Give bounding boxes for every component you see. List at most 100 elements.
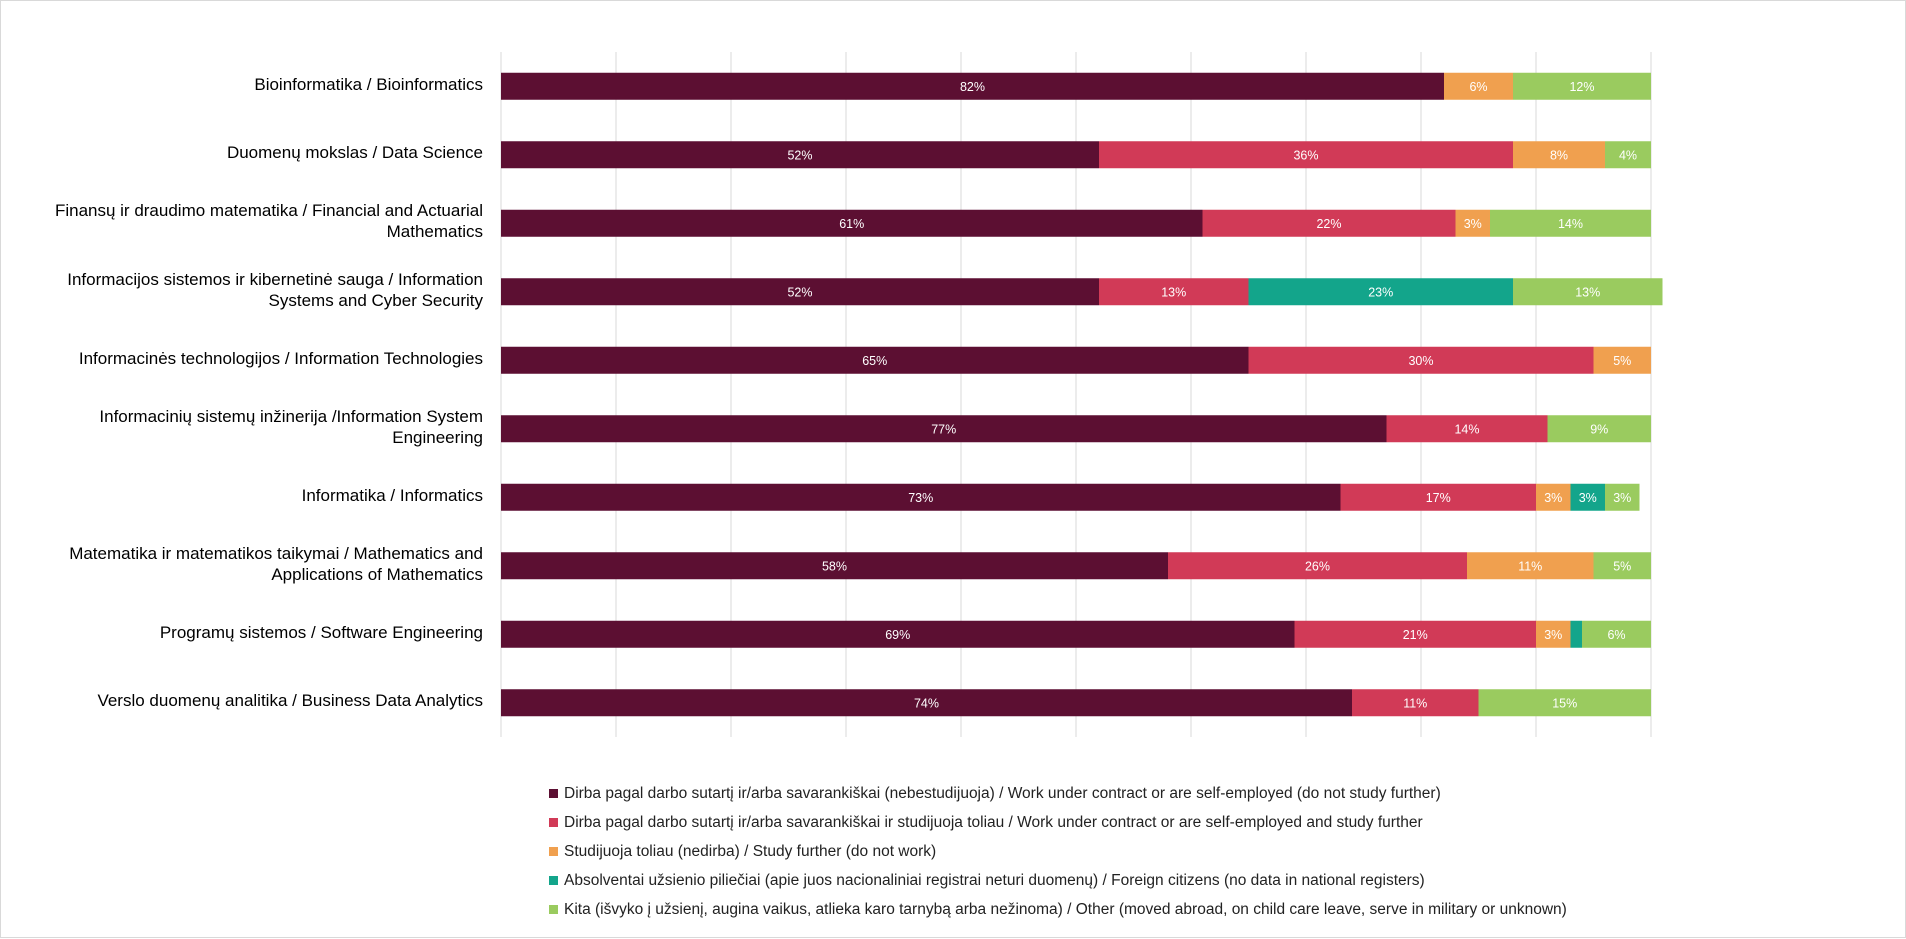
category-label-line: Informatika / Informatics	[301, 485, 483, 505]
bar-segment	[1099, 141, 1513, 169]
chart-legend: Dirba pagal darbo sutartį ir/arba savara…	[549, 779, 1567, 924]
bar-segment	[1352, 689, 1479, 717]
data-label: 13%	[1575, 285, 1600, 299]
data-label: 21%	[1403, 628, 1428, 642]
bar-segment	[501, 278, 1099, 306]
legend-item: Studijuoja toliau (nedirba) / Study furt…	[549, 837, 1567, 866]
data-label: 6%	[1469, 80, 1487, 94]
category-label-line: Systems and Cyber Security	[268, 290, 483, 310]
bar-segment	[1513, 141, 1605, 169]
data-label: 26%	[1305, 559, 1330, 573]
bar-segment	[1467, 552, 1594, 580]
bar-segment	[1570, 483, 1605, 511]
bar-segment	[1294, 620, 1536, 648]
category-label-line: Mathematics	[386, 222, 483, 242]
data-label: 36%	[1293, 148, 1318, 162]
category-label: Duomenų mokslas / Data Science	[13, 142, 483, 163]
bar-segment	[1605, 483, 1640, 511]
bar-segment	[501, 72, 1444, 100]
data-label: 61%	[839, 217, 864, 231]
category-label: Programų sistemos / Software Engineering	[13, 622, 483, 643]
bar-segment	[501, 552, 1168, 580]
bar-segment	[1536, 620, 1571, 648]
bar-row: 82% 6% 12%	[501, 72, 1651, 100]
bar-segment	[1168, 552, 1467, 580]
legend-swatch	[549, 905, 558, 914]
legend-label: Dirba pagal darbo sutartį ir/arba savara…	[564, 813, 1423, 831]
bar-row: 58% 26% 11% 5%	[501, 552, 1651, 580]
category-label-line: Informacinės technologijos / Information…	[78, 348, 483, 368]
bar-segment	[1340, 483, 1536, 511]
bar-row: 77% 14% 9%	[501, 415, 1651, 443]
bar-segment	[1582, 620, 1651, 648]
legend-item: Absolventai užsienio piliečiai (apie juo…	[549, 866, 1567, 895]
bar-row: 65% 30% 5%	[501, 346, 1651, 374]
legend-swatch	[549, 847, 558, 856]
data-label: 17%	[1426, 491, 1451, 505]
legend-label: Kita (išvyko į užsienį, augina vaikus, a…	[564, 900, 1567, 918]
bar-segment	[1513, 278, 1663, 306]
data-label: 8%	[1550, 148, 1568, 162]
bar-segment	[501, 689, 1352, 717]
bar-segment	[1605, 141, 1651, 169]
data-label: 11%	[1403, 696, 1427, 710]
legend-swatch	[549, 876, 558, 885]
category-label: Informacinių sistemų inžinerija /Informa…	[13, 406, 483, 448]
bar-row: 69% 21% 3% 6%	[501, 620, 1651, 648]
category-label-line: Bioinformatika / Bioinformatics	[254, 74, 483, 94]
data-label: 73%	[908, 491, 933, 505]
category-label: Matematika ir matematikos taikymai / Mat…	[13, 543, 483, 585]
bar-segment	[501, 415, 1387, 443]
bar-segment	[1455, 209, 1490, 237]
data-label: 58%	[822, 559, 847, 573]
data-label: 9%	[1590, 422, 1608, 436]
category-label-line: Informacinių sistemų inžinerija /Informa…	[99, 406, 483, 426]
data-label: 5%	[1613, 354, 1631, 368]
category-label: Informacijos sistemos ir kibernetinė sau…	[13, 269, 483, 311]
bar-segment	[1547, 415, 1651, 443]
bar-segment	[1593, 346, 1651, 374]
category-label-line: Duomenų mokslas / Data Science	[226, 143, 483, 163]
bar-segment	[1478, 689, 1651, 717]
category-label-line: Verslo duomenų analitika / Business Data…	[97, 691, 483, 711]
bar-segment	[1444, 72, 1513, 100]
data-label: 3%	[1613, 491, 1631, 505]
bar-segment	[501, 483, 1341, 511]
data-label: 69%	[885, 628, 910, 642]
bar-row: 52% 36% 8% 4%	[501, 141, 1651, 169]
bar-segment	[501, 346, 1249, 374]
bar-segment	[1248, 346, 1594, 374]
bar-segment	[1202, 209, 1456, 237]
bar-row: 73% 17% 3% 3% 3%	[501, 483, 1640, 511]
data-label: 65%	[862, 354, 887, 368]
data-label: 3%	[1579, 491, 1597, 505]
bar-segment	[1593, 552, 1651, 580]
data-label: 13%	[1161, 285, 1186, 299]
bar-row: 52% 13% 23% 13%	[501, 278, 1663, 306]
data-label: 82%	[960, 80, 985, 94]
data-label: 52%	[787, 285, 812, 299]
legend-swatch	[549, 818, 558, 827]
category-label: Informatika / Informatics	[13, 485, 483, 506]
bar-segment	[1248, 278, 1513, 306]
bar-row: 74% 11% 15%	[501, 689, 1651, 717]
data-label: 74%	[914, 696, 939, 710]
data-label: 52%	[787, 148, 812, 162]
category-label-line: Informacijos sistemos ir kibernetinė sau…	[67, 269, 483, 289]
bar-segment	[1099, 278, 1249, 306]
data-label: 6%	[1607, 628, 1625, 642]
category-label-line: Matematika ir matematikos taikymai / Mat…	[69, 543, 483, 563]
category-label-line: Applications of Mathematics	[271, 564, 483, 584]
bar-segment	[1490, 209, 1651, 237]
data-label: 77%	[931, 422, 956, 436]
category-label: Finansų ir draudimo matematika / Financi…	[13, 200, 483, 242]
data-label: 14%	[1558, 217, 1583, 231]
legend-item: Kita (išvyko į užsienį, augina vaikus, a…	[549, 895, 1567, 924]
legend-label: Dirba pagal darbo sutartį ir/arba savara…	[564, 784, 1441, 802]
legend-swatch	[549, 789, 558, 798]
data-label: 30%	[1408, 354, 1433, 368]
category-label: Bioinformatika / Bioinformatics	[13, 74, 483, 95]
bar-segment	[1570, 620, 1582, 648]
category-label-line: Programų sistemos / Software Engineering	[159, 622, 483, 642]
